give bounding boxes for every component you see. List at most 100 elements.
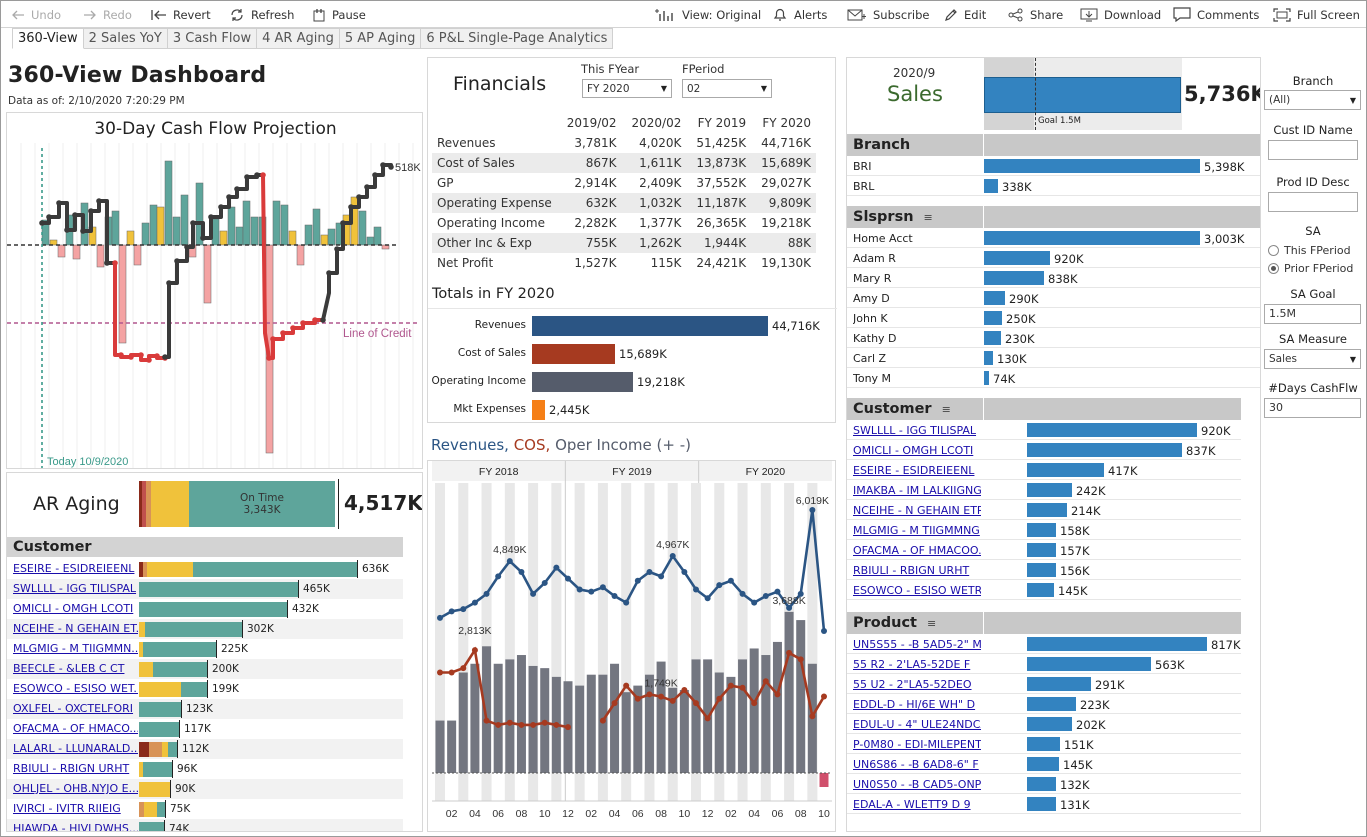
rev-revenue-line-point[interactable] bbox=[658, 573, 665, 580]
cf-point[interactable] bbox=[218, 204, 224, 210]
rev-cos-line-point[interactable] bbox=[448, 669, 455, 676]
ar-customer-link[interactable]: ESOWCO - ESISO WET... bbox=[13, 682, 138, 695]
rev-revenue-line-point[interactable] bbox=[530, 590, 537, 597]
cf-point[interactable] bbox=[88, 208, 94, 214]
cf-point[interactable] bbox=[270, 336, 276, 342]
rev-revenue-line-point[interactable] bbox=[611, 593, 618, 600]
ar-aging-segment[interactable] bbox=[139, 662, 153, 677]
customers-row-label[interactable]: ESOWCO - ESISO WETR... bbox=[853, 584, 981, 597]
cf-point[interactable] bbox=[56, 200, 62, 206]
rev-revenue-line-point[interactable] bbox=[460, 606, 467, 613]
customers-bar[interactable] bbox=[1027, 463, 1104, 477]
rev-oper-bar[interactable] bbox=[691, 659, 701, 773]
customers-row-label[interactable]: ESEIRE - ESIDREIEENL bbox=[853, 464, 975, 477]
rev-revenue-line-point[interactable] bbox=[681, 569, 688, 576]
rev-cos-line-point[interactable] bbox=[739, 684, 746, 691]
products-row-label[interactable]: P-0M80 - EDI-MILEPENT bbox=[853, 738, 981, 751]
cf-point[interactable] bbox=[96, 198, 102, 204]
ar-customer-link[interactable]: IVIRCI - IVITR RIIEIG bbox=[13, 802, 121, 815]
customers-bar[interactable] bbox=[1027, 423, 1197, 437]
products-bar[interactable] bbox=[1027, 657, 1151, 671]
cf-bar[interactable] bbox=[280, 204, 289, 246]
rev-oper-bar[interactable] bbox=[633, 685, 643, 773]
cf-bar[interactable] bbox=[219, 230, 228, 246]
products-row-label[interactable]: EDUL-U - 4" ULE24NDCA bbox=[853, 718, 981, 731]
cf-bar[interactable] bbox=[250, 216, 259, 246]
rev-cos-line-point[interactable] bbox=[599, 717, 606, 724]
products-bar[interactable] bbox=[1027, 717, 1072, 731]
cf-bar[interactable] bbox=[118, 244, 127, 344]
tab-3[interactable]: 3 Cash Flow bbox=[167, 28, 258, 49]
customers-row-label[interactable]: OFACMA - OF HMACOO... bbox=[853, 544, 981, 557]
cf-bar[interactable] bbox=[96, 244, 105, 268]
rev-cos-line-point[interactable] bbox=[797, 656, 804, 663]
rev-cos-line-point[interactable] bbox=[553, 721, 560, 728]
rev-revenue-line-point[interactable] bbox=[693, 586, 699, 593]
cf-bar[interactable] bbox=[57, 244, 66, 258]
slsprsn-bar[interactable] bbox=[984, 231, 1200, 245]
rev-revenue-line-point[interactable] bbox=[739, 590, 746, 597]
rev-revenue-line-point[interactable] bbox=[809, 507, 816, 514]
rev-revenue-line-point[interactable] bbox=[448, 608, 455, 615]
rev-revenue-line-point[interactable] bbox=[797, 590, 804, 597]
cf-point[interactable] bbox=[254, 172, 260, 178]
days-cashflow-input[interactable]: 30 bbox=[1264, 398, 1361, 418]
cf-bar[interactable] bbox=[141, 222, 150, 246]
rev-oper-bar[interactable] bbox=[458, 672, 468, 773]
rev-cos-line-point[interactable] bbox=[658, 693, 665, 700]
customers-row-label[interactable]: MLGMIG - M TIIGMMNG bbox=[853, 524, 980, 537]
cf-bar[interactable] bbox=[272, 200, 281, 246]
products-bar[interactable] bbox=[1027, 637, 1207, 651]
cf-bar[interactable] bbox=[203, 244, 212, 304]
rev-cos-line-point[interactable] bbox=[471, 647, 478, 654]
slsprsn-bar[interactable] bbox=[984, 371, 989, 385]
cf-bar[interactable] bbox=[288, 230, 297, 246]
cf-bar[interactable] bbox=[133, 244, 142, 266]
rev-oper-bar[interactable] bbox=[714, 672, 724, 773]
ar-aging-segment[interactable] bbox=[157, 802, 165, 817]
rev-cos-line-point[interactable] bbox=[506, 719, 513, 726]
rev-cos-line-point[interactable] bbox=[565, 724, 571, 731]
cf-bar[interactable] bbox=[227, 206, 236, 246]
rev-revenue-line-point[interactable] bbox=[727, 577, 734, 584]
cf-bar[interactable] bbox=[304, 224, 313, 246]
rev-oper-bar[interactable] bbox=[726, 676, 736, 773]
cf-point[interactable] bbox=[290, 325, 296, 331]
ar-customer-link[interactable]: OFACMA - OF HMACO... bbox=[13, 722, 138, 735]
ar-aging-segment[interactable] bbox=[168, 742, 178, 757]
sort-icon[interactable]: ≡ bbox=[926, 616, 937, 630]
ar-aging-segment[interactable] bbox=[139, 722, 179, 737]
slsprsn-bar[interactable] bbox=[984, 311, 1002, 325]
slsprsn-bar[interactable] bbox=[984, 331, 1001, 345]
prod-filter-input[interactable] bbox=[1268, 192, 1358, 212]
rev-oper-bar[interactable] bbox=[575, 685, 585, 773]
rev-oper-bar[interactable] bbox=[749, 648, 759, 773]
rev-revenue-line-point[interactable] bbox=[786, 604, 793, 611]
customers-bar[interactable] bbox=[1027, 583, 1054, 597]
ar-aging-segment[interactable] bbox=[139, 742, 149, 757]
ar-customer-link[interactable]: RBIULI - RBIGN URHT bbox=[13, 762, 130, 775]
cf-point[interactable] bbox=[128, 354, 134, 360]
cf-bar[interactable] bbox=[111, 210, 120, 246]
customers-bar[interactable] bbox=[1027, 483, 1072, 497]
branches-bar[interactable] bbox=[984, 159, 1200, 173]
cf-point[interactable] bbox=[320, 317, 326, 323]
totals-bar[interactable] bbox=[532, 400, 545, 420]
rev-oper-bar[interactable] bbox=[796, 620, 806, 773]
products-row-label[interactable]: UN5S55 - -B 5AD5-2" M bbox=[853, 638, 981, 651]
cf-bar[interactable] bbox=[126, 230, 135, 246]
rev-cos-line-point[interactable] bbox=[669, 697, 676, 704]
rev-revenue-line-point[interactable] bbox=[437, 614, 443, 621]
rev-oper-bar[interactable] bbox=[784, 611, 794, 773]
edit-button[interactable]: Edit bbox=[944, 1, 986, 28]
cf-bar[interactable] bbox=[366, 236, 375, 246]
rev-cos-line-point[interactable] bbox=[623, 682, 630, 689]
ar-aging-segment[interactable] bbox=[162, 742, 168, 757]
ar-customer-link[interactable]: OHLJEL - OHB.NYJO E... bbox=[13, 782, 138, 795]
products-row-label[interactable]: EDAL-A - WLETT9 D 9 bbox=[853, 798, 971, 811]
customers-bar[interactable] bbox=[1027, 563, 1056, 577]
products-bar[interactable] bbox=[1027, 697, 1076, 711]
rev-oper-bar[interactable] bbox=[738, 659, 748, 773]
cf-point[interactable] bbox=[200, 235, 206, 241]
cf-point[interactable] bbox=[162, 354, 168, 360]
